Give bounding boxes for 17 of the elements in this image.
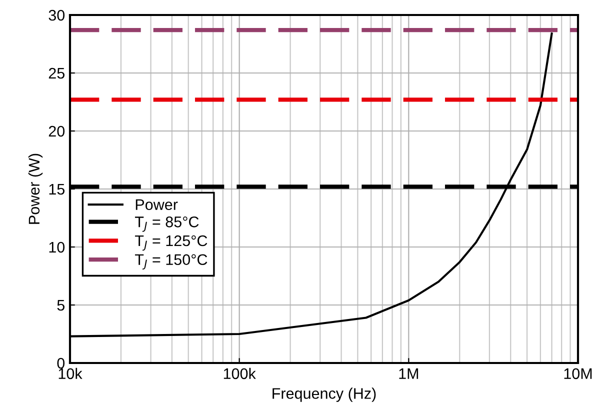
x-tick-label: 10k: [58, 368, 82, 380]
x-tick-label: 100k: [224, 368, 256, 380]
legend-label: T$_{J}$ = 85°C: [135, 216, 199, 232]
y-tick-label: 5: [57, 300, 64, 311]
y-tick-label: 15: [49, 184, 64, 195]
x-tick-label: 10M: [564, 368, 592, 380]
legend-label: Power: [136, 199, 178, 210]
x-axis-title: Frequency (Hz): [272, 388, 376, 402]
y-tick-label: 20: [48, 126, 65, 137]
legend-label: T$_{J}$ = 150°C: [135, 254, 208, 270]
legend-label: T$_{J}$ = 125°C: [135, 235, 208, 251]
y-axis-title: Power (W): [28, 154, 43, 224]
x-tick-label: 1M: [399, 368, 418, 379]
y-tick-label: 30: [48, 10, 65, 21]
y-tick-label: 10: [49, 242, 65, 253]
y-tick-label: 0: [57, 358, 65, 369]
y-tick-label: 25: [48, 68, 64, 79]
